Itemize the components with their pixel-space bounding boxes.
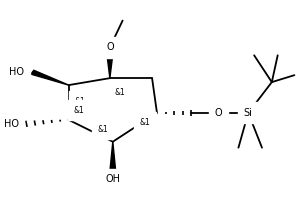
Text: &1: &1 bbox=[74, 97, 85, 106]
Text: OH: OH bbox=[105, 174, 120, 185]
Text: &1: &1 bbox=[139, 118, 150, 127]
Polygon shape bbox=[106, 47, 114, 78]
Text: HO: HO bbox=[4, 119, 19, 129]
Text: Si: Si bbox=[244, 108, 253, 118]
Text: O: O bbox=[215, 108, 223, 118]
Text: &1: &1 bbox=[74, 106, 84, 115]
Text: &1: &1 bbox=[97, 125, 108, 134]
Text: O: O bbox=[106, 42, 114, 52]
Polygon shape bbox=[31, 70, 69, 85]
Text: &1: &1 bbox=[115, 88, 126, 97]
Text: HO: HO bbox=[10, 67, 25, 77]
Polygon shape bbox=[109, 142, 116, 174]
